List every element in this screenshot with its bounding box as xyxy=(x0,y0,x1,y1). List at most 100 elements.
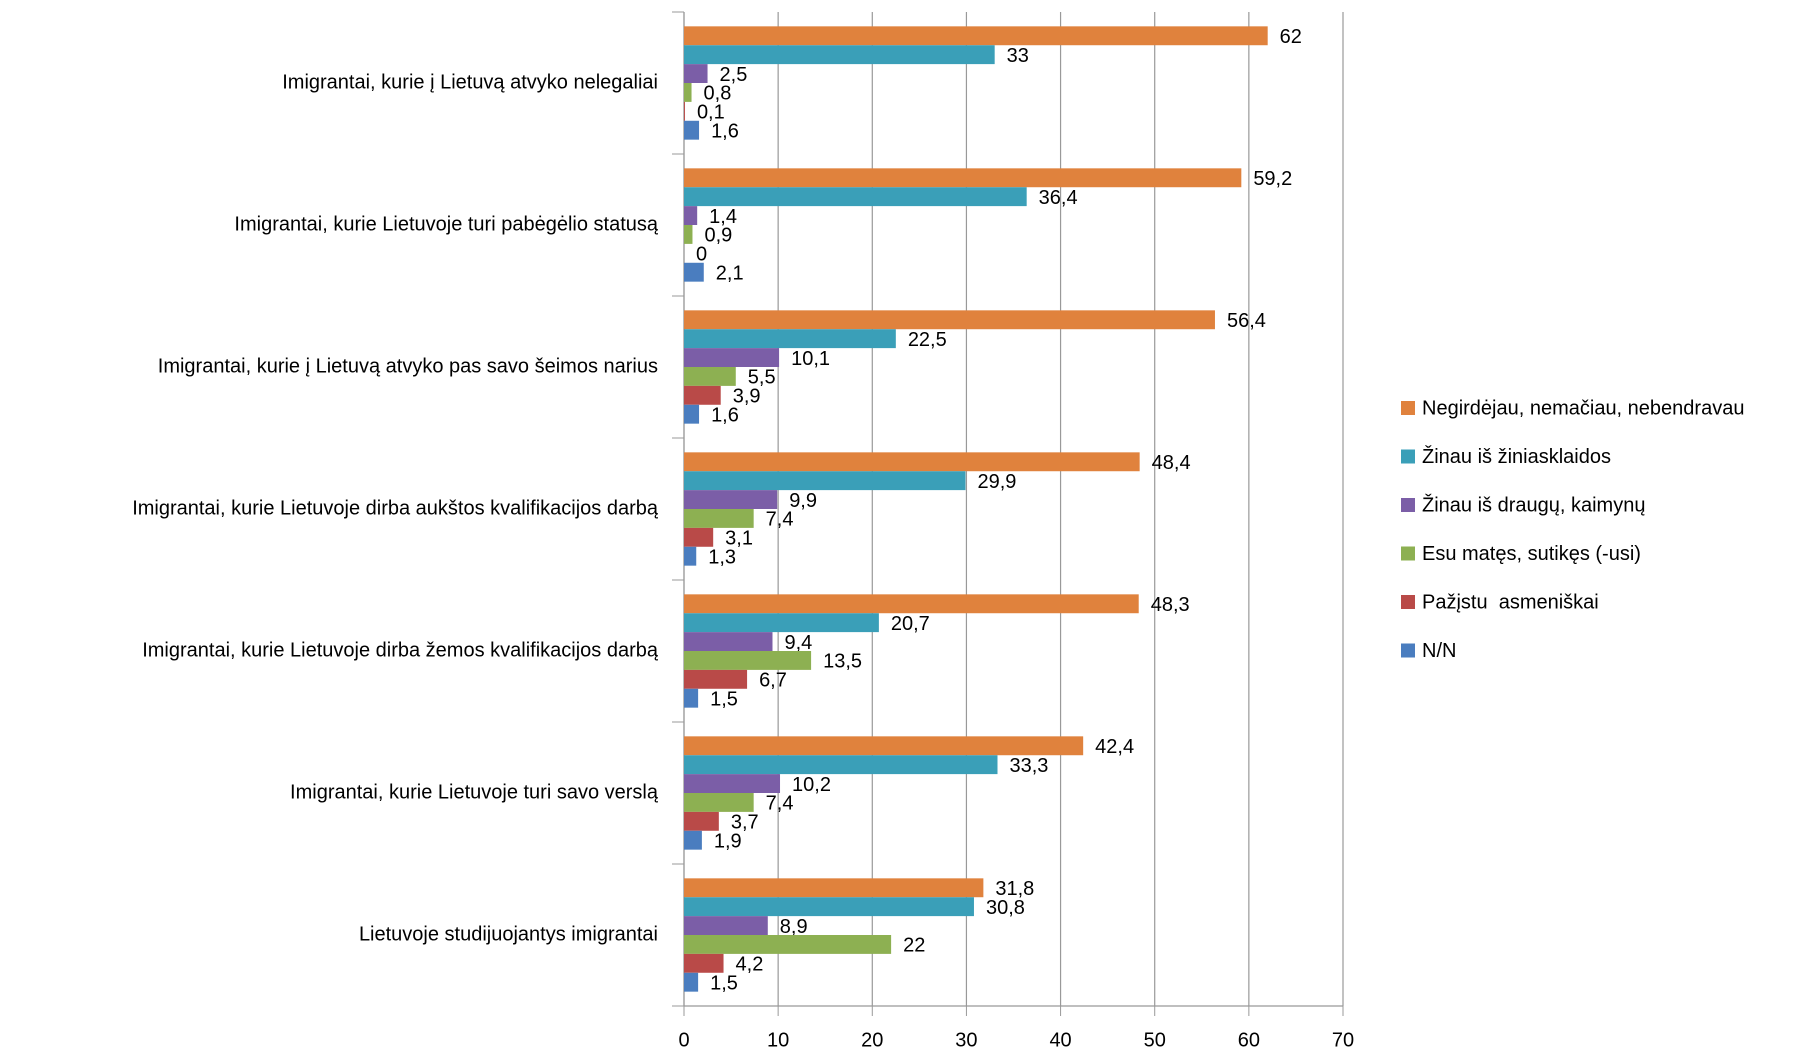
legend-label: Pažįstu asmeniškai xyxy=(1422,591,1599,613)
legend-label: Negirdėjau, nemačiau, nebendravau xyxy=(1422,397,1744,419)
bar xyxy=(684,546,697,566)
data-label: 62 xyxy=(1280,26,1302,48)
bar xyxy=(684,688,699,708)
data-label: 31,8 xyxy=(995,878,1034,900)
bar xyxy=(684,755,998,775)
data-label: 1,5 xyxy=(710,688,738,710)
data-label: 1,4 xyxy=(709,206,737,228)
bar xyxy=(684,897,974,917)
data-label: 36,4 xyxy=(1039,187,1078,209)
x-tick-label: 0 xyxy=(678,1029,689,1051)
bar xyxy=(684,916,768,935)
data-label: 33 xyxy=(1007,45,1029,67)
bar xyxy=(684,385,721,405)
legend-label: Esu matęs, sutikęs (-usi) xyxy=(1422,543,1641,565)
bar xyxy=(684,187,1027,207)
bar xyxy=(684,64,708,83)
bar xyxy=(684,471,966,491)
bar xyxy=(684,490,778,509)
bar xyxy=(684,830,702,850)
legend-label: Žinau iš draugų, kaimynų xyxy=(1422,493,1645,516)
bar xyxy=(684,329,896,349)
bar xyxy=(684,348,780,367)
bar xyxy=(684,120,700,140)
data-label: 59,2 xyxy=(1253,168,1292,190)
legend-swatch xyxy=(1401,401,1415,415)
data-label: 56,4 xyxy=(1227,310,1266,332)
bar xyxy=(684,527,714,547)
data-label: 6,7 xyxy=(759,670,787,692)
data-label: 10,1 xyxy=(791,348,830,370)
data-label: 9,9 xyxy=(789,490,817,512)
data-label: 42,4 xyxy=(1095,736,1134,758)
x-tick-label: 10 xyxy=(767,1029,789,1051)
bar xyxy=(684,404,700,424)
y-tick-label: Lietuvoje studijuojantys imigrantai xyxy=(359,923,658,945)
data-label: 48,4 xyxy=(1152,452,1191,474)
data-label: 1,5 xyxy=(710,972,738,994)
x-tick-label: 70 xyxy=(1332,1029,1354,1051)
bar xyxy=(684,632,773,651)
y-tick-label: Imigrantai, kurie Lietuvoje turi pabėgėl… xyxy=(234,213,658,235)
data-label: 0 xyxy=(696,244,707,266)
data-label: 4,2 xyxy=(736,954,764,976)
bar xyxy=(684,168,1242,188)
data-label: 3,7 xyxy=(731,812,759,834)
data-label: 8,9 xyxy=(780,916,808,938)
bar xyxy=(684,669,748,689)
data-label: 33,3 xyxy=(1009,755,1048,777)
bar xyxy=(684,613,879,633)
data-label: 13,5 xyxy=(823,651,862,673)
data-label: 5,5 xyxy=(748,367,776,389)
bar xyxy=(684,206,698,225)
data-label: 7,4 xyxy=(766,793,794,815)
data-label: 1,9 xyxy=(714,830,742,852)
legend-label: Žinau iš žiniasklaidos xyxy=(1422,445,1611,468)
x-tick-label: 60 xyxy=(1238,1029,1260,1051)
bar xyxy=(684,367,736,386)
bar xyxy=(684,793,754,812)
bar xyxy=(684,509,754,528)
y-tick-label: Imigrantai, kurie į Lietuvą atvyko pas s… xyxy=(158,355,658,377)
data-label: 7,4 xyxy=(766,509,794,531)
data-label: 1,6 xyxy=(711,404,739,426)
data-label: 20,7 xyxy=(891,613,930,635)
x-tick-label: 30 xyxy=(955,1029,977,1051)
y-tick-label: Imigrantai, kurie Lietuvoje turi savo ve… xyxy=(290,781,659,803)
legend-swatch xyxy=(1401,546,1415,561)
legend-swatch xyxy=(1401,498,1415,512)
y-tick-label: Imigrantai, kurie Lietuvoje dirba aukšto… xyxy=(132,497,659,519)
legend-label: N/N xyxy=(1422,640,1456,662)
bar xyxy=(684,262,704,282)
legend-swatch xyxy=(1401,643,1415,658)
data-label: 48,3 xyxy=(1151,594,1190,616)
y-tick-label: Imigrantai, kurie į Lietuvą atvyko neleg… xyxy=(282,71,658,93)
bar xyxy=(684,651,812,670)
bar xyxy=(684,774,781,793)
data-label: 22,5 xyxy=(908,329,947,351)
bar xyxy=(684,811,719,831)
data-label: 29,9 xyxy=(977,471,1016,493)
data-label: 10,2 xyxy=(792,774,831,796)
data-label: 0,8 xyxy=(704,83,732,105)
data-label: 30,8 xyxy=(986,897,1025,919)
bar xyxy=(684,83,692,102)
data-label: 1,3 xyxy=(708,546,736,568)
data-label: 2,1 xyxy=(716,262,744,284)
data-label: 0,9 xyxy=(704,225,732,247)
data-label: 1,6 xyxy=(711,120,739,142)
bar xyxy=(684,878,984,898)
y-tick-label: Imigrantai, kurie Lietuvoje dirba žemos … xyxy=(142,639,659,661)
bar xyxy=(684,310,1215,330)
bar xyxy=(684,26,1268,46)
x-tick-label: 50 xyxy=(1144,1029,1166,1051)
bar xyxy=(684,101,685,121)
data-label: 3,1 xyxy=(725,528,753,550)
bar xyxy=(684,594,1139,614)
x-tick-label: 40 xyxy=(1049,1029,1071,1051)
data-label: 0,1 xyxy=(697,102,725,124)
legend-swatch xyxy=(1401,449,1415,464)
bar xyxy=(684,225,693,244)
x-tick-label: 20 xyxy=(861,1029,883,1051)
